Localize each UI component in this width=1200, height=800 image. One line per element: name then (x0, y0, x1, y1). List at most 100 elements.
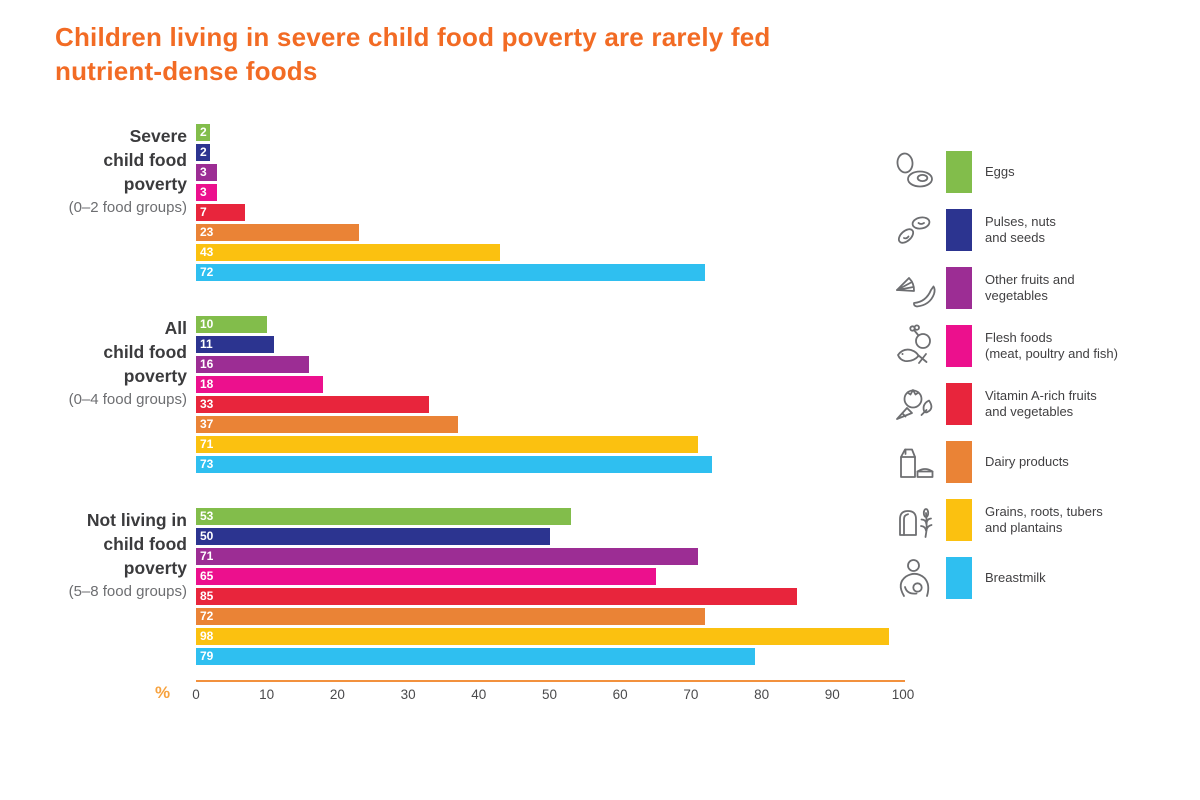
bar-row: 23 (196, 224, 903, 241)
bar-value: 71 (200, 549, 214, 563)
bar-grains: 98 (196, 628, 889, 645)
group-label-line: child food (103, 534, 187, 554)
legend-item-grains: Grains, roots, tubers and plantains (888, 498, 1188, 542)
legend-swatch (946, 209, 972, 251)
bar-value: 73 (200, 457, 214, 471)
group-sublabel: (0–4 food groups) (68, 391, 187, 408)
x-tick-50: 50 (541, 687, 558, 702)
x-tick-40: 40 (471, 687, 487, 702)
bar-other-fruits: 16 (196, 356, 310, 373)
bar-value: 79 (200, 649, 214, 663)
bar-value: 10 (200, 317, 214, 331)
legend-label: Dairy products (985, 454, 1069, 470)
bar-value: 2 (200, 125, 207, 139)
bar-breastmilk: 79 (196, 648, 755, 665)
legend-label-line: and plantains (985, 520, 1063, 535)
bar-group-1: All child food poverty (0–4 food groups) 10 1… (0, 316, 903, 473)
bar-eggs: 10 (196, 316, 267, 333)
legend-label: Flesh foods (meat, poultry and fish) (985, 330, 1118, 362)
bar-pulses: 2 (196, 144, 211, 161)
other-fruits-icon (888, 266, 940, 310)
chart-title-line1: Children living in severe child food pov… (55, 22, 771, 52)
eggs-icon (888, 150, 940, 194)
legend-swatch (946, 499, 972, 541)
bar-groups: Severe child food poverty (0–2 food groups)… (0, 124, 903, 665)
legend-item-other-fruits: Other fruits and vegetables (888, 266, 1188, 310)
legend-item-pulses: Pulses, nuts and seeds (888, 208, 1188, 252)
bar-row: 65 (196, 568, 903, 585)
bar-row: 71 (196, 548, 903, 565)
group-label-0: Severe child food poverty (0–2 food groups) (0, 124, 196, 281)
bar-vitamin-a: 7 (196, 204, 246, 221)
bar-value: 53 (200, 509, 214, 523)
legend: Eggs Pulses, nuts and seeds Other fruits … (888, 150, 1188, 614)
bar-row: 3 (196, 184, 903, 201)
bar-value: 65 (200, 569, 214, 583)
group-bars-0: 2 2 3 3 7 23 43 72 (196, 124, 903, 281)
group-label-line: poverty (123, 366, 187, 386)
bar-flesh-foods: 18 (196, 376, 324, 393)
bar-value: 18 (200, 377, 214, 391)
group-sublabel: (0–2 food groups) (68, 199, 187, 216)
legend-label-line: and seeds (985, 230, 1045, 245)
breastmilk-icon (888, 556, 940, 600)
bar-row: 72 (196, 264, 903, 281)
bar-vitamin-a: 85 (196, 588, 797, 605)
x-tick-80: 80 (754, 687, 770, 702)
legend-label-line: (meat, poultry and fish) (985, 346, 1118, 361)
x-axis-line (196, 680, 905, 682)
bar-row: 98 (196, 628, 903, 645)
bar-row: 2 (196, 144, 903, 161)
pulses-icon (888, 208, 940, 252)
legend-item-breastmilk: Breastmilk (888, 556, 1188, 600)
bar-pulses: 11 (196, 336, 274, 353)
bar-value: 50 (200, 529, 214, 543)
bar-flesh-foods: 65 (196, 568, 656, 585)
bar-value: 98 (200, 629, 214, 643)
legend-label: Vitamin A-rich fruits and vegetables (985, 388, 1097, 420)
flesh-foods-icon (888, 324, 940, 368)
group-label-line: All (164, 318, 187, 338)
bar-value: 71 (200, 437, 214, 451)
bar-row: 11 (196, 336, 903, 353)
bar-row: 7 (196, 204, 903, 221)
group-label-line: child food (103, 342, 187, 362)
bar-group-2: Not living in child food poverty (5–8 food … (0, 508, 903, 665)
bar-row: 16 (196, 356, 903, 373)
legend-item-flesh-foods: Flesh foods (meat, poultry and fish) (888, 324, 1188, 368)
chart-title: Children living in severe child food pov… (55, 20, 855, 88)
x-tick-70: 70 (683, 687, 699, 702)
x-tick-100: 100 (891, 687, 915, 702)
bar-value: 33 (200, 397, 214, 411)
dairy-icon (888, 440, 940, 484)
bar-eggs: 2 (196, 124, 211, 141)
bar-row: 18 (196, 376, 903, 393)
bar-value: 11 (200, 337, 213, 351)
bar-value: 2 (200, 145, 207, 159)
bar-row: 43 (196, 244, 903, 261)
bar-breastmilk: 73 (196, 456, 713, 473)
x-tick-60: 60 (612, 687, 628, 702)
bar-flesh-foods: 3 (196, 184, 218, 201)
bar-row: 72 (196, 608, 903, 625)
bar-other-fruits: 71 (196, 548, 698, 565)
legend-label-line: Eggs (985, 164, 1015, 179)
legend-swatch (946, 325, 972, 367)
legend-label: Grains, roots, tubers and plantains (985, 504, 1103, 536)
bar-value: 3 (200, 165, 207, 179)
bar-other-fruits: 3 (196, 164, 218, 181)
bar-row: 73 (196, 456, 903, 473)
bar-row: 53 (196, 508, 903, 525)
x-axis: % 0 10 20 30 40 50 60 70 80 90 100 (0, 680, 940, 716)
legend-label-line: Dairy products (985, 454, 1069, 469)
group-label-line: Severe (129, 126, 187, 146)
bar-grains: 71 (196, 436, 698, 453)
legend-swatch (946, 557, 972, 599)
bar-row: 37 (196, 416, 903, 433)
bar-dairy: 23 (196, 224, 359, 241)
bar-value: 37 (200, 417, 214, 431)
legend-swatch (946, 441, 972, 483)
group-label-line: poverty (123, 558, 187, 578)
bar-row: 10 (196, 316, 903, 333)
